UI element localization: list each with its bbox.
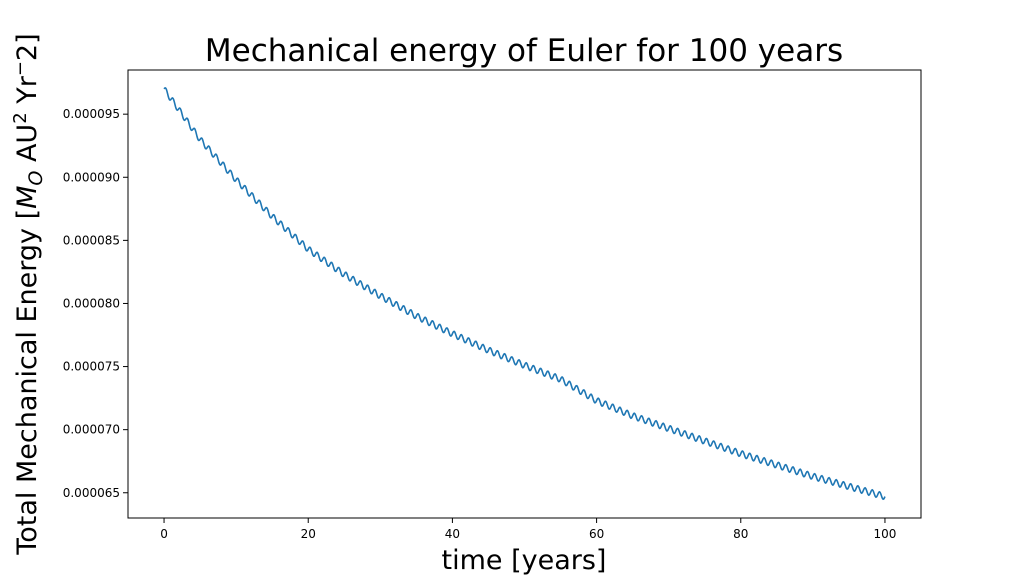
chart-title: Mechanical energy of Euler for 100 years	[205, 33, 843, 69]
x-tick-label: 80	[733, 527, 748, 541]
y-axis-label-yr-sup: −	[10, 61, 31, 76]
y-axis-label-mass: M	[12, 186, 43, 209]
y-axis-label-au-sup: 2	[10, 112, 31, 123]
x-tick-label: 0	[160, 527, 168, 541]
y-axis-label: Total Mechanical Energy [MO AU2 Yr−2]	[10, 33, 47, 555]
x-tick-label: 60	[589, 527, 604, 541]
x-axis-label: time [years]	[442, 545, 607, 576]
x-tick-label: 40	[445, 527, 460, 541]
x-axis: 0 20 40 60 80 100	[160, 518, 896, 541]
y-axis-label-au: AU	[12, 124, 43, 171]
y-axis-label-suffix: 2]	[12, 33, 43, 61]
plot-area	[127, 69, 922, 519]
y-tick-label: 0.000095	[63, 107, 120, 121]
y-tick-label: 0.000090	[63, 170, 120, 184]
y-axis-label-mass-sub: O	[25, 171, 47, 186]
x-tick-label: 20	[301, 527, 316, 541]
y-tick-label: 0.000070	[63, 423, 120, 437]
y-tick-label: 0.000080	[63, 296, 120, 310]
y-axis-label-prefix: Total Mechanical Energy [	[12, 209, 43, 556]
y-tick-label: 0.000075	[63, 360, 120, 374]
y-tick-label: 0.000085	[63, 233, 120, 247]
x-tick-label: 100	[874, 527, 897, 541]
y-tick-label: 0.000065	[63, 486, 120, 500]
y-axis-label-yr: Yr	[12, 75, 43, 112]
y-axis: 0.000065 0.000070 0.000075 0.000080 0.000085…	[63, 107, 128, 500]
energy-series-line	[163, 86, 886, 501]
